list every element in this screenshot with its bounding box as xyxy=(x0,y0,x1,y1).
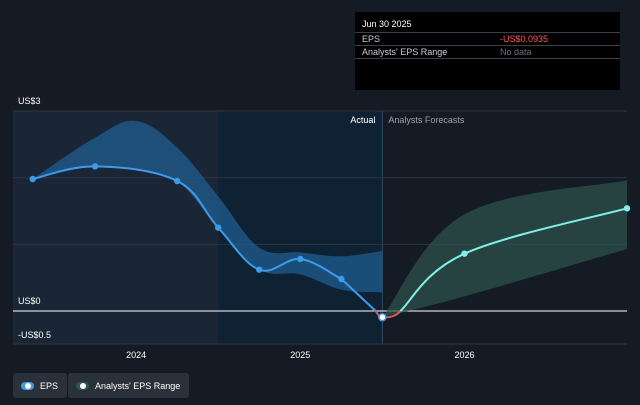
x-tick-label-2024: 2024 xyxy=(126,350,146,360)
tooltip-row-range: Analysts' EPS Range No data xyxy=(355,45,620,58)
eps-range-band-0 xyxy=(32,120,383,293)
legend-eps-label: EPS xyxy=(40,380,59,391)
tooltip-range-label: Analysts' EPS Range xyxy=(362,47,448,57)
eps-line-actual-tail xyxy=(340,278,377,312)
tooltip-divider xyxy=(355,58,620,59)
legend-item-eps[interactable]: EPS xyxy=(13,373,68,398)
legend-range-label: Analysts' EPS Range xyxy=(95,380,181,391)
legend-eps-swatch-icon xyxy=(21,381,34,390)
eps-point-0-1 xyxy=(91,163,99,170)
x-tick-label-2026: 2026 xyxy=(454,350,474,360)
tooltip: Jun 30 2025 EPS -US$0.0935 Analysts' EPS… xyxy=(355,12,620,90)
eps-highlight-point xyxy=(378,312,387,322)
tooltip-eps-value: -US$0.0935 xyxy=(500,34,549,44)
tooltip-row-eps: EPS -US$0.0935 xyxy=(355,32,620,45)
legend-range-swatch-icon xyxy=(76,381,89,390)
y-tick-label-bottom: -US$0.5 xyxy=(18,330,51,340)
eps-point-0-3 xyxy=(215,224,222,231)
eps-point-1-2 xyxy=(623,205,631,212)
y-tick-label-top: US$3 xyxy=(18,96,41,106)
past-range-region xyxy=(218,111,383,344)
eps-range-band-1 xyxy=(382,180,627,318)
tooltip-range-value: No data xyxy=(500,47,532,57)
y-tick-label-zero: US$0 xyxy=(18,296,41,306)
x-tick-label-2025: 2025 xyxy=(290,350,310,360)
tooltip-date: Jun 30 2025 xyxy=(362,19,412,29)
eps-point-0-6 xyxy=(338,275,345,283)
eps-line-forecast xyxy=(399,207,628,312)
eps-point-1-1 xyxy=(461,250,468,257)
legend-item-eps-range[interactable]: Analysts' EPS Range xyxy=(68,373,190,398)
eps-point-0-5 xyxy=(297,255,304,263)
eps-point-0-2 xyxy=(173,177,181,185)
eps-point-0-0 xyxy=(29,175,36,183)
forecast-label: Analysts Forecasts xyxy=(388,115,465,125)
actual-label: Actual xyxy=(350,115,375,125)
eps-point-0-4 xyxy=(256,266,263,273)
tooltip-eps-label: EPS xyxy=(362,34,381,44)
